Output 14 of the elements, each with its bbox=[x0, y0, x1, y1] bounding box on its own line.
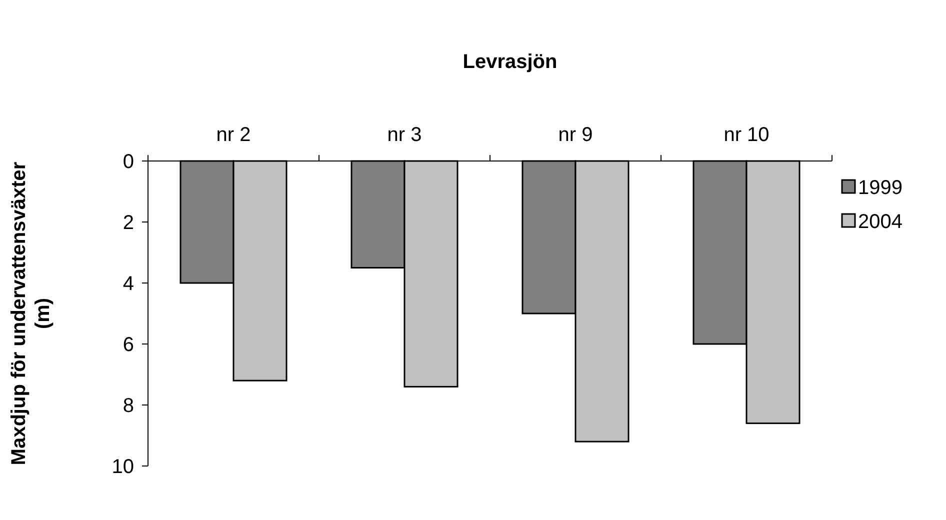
chart-title: Levrasjön bbox=[462, 51, 558, 73]
y-tick-label: 0 bbox=[122, 151, 134, 173]
y-tick-label: 2 bbox=[122, 212, 134, 234]
x-tick-label: nr 2 bbox=[216, 124, 251, 146]
x-tick-label: nr 3 bbox=[387, 124, 422, 146]
y-tick-label: 4 bbox=[122, 273, 134, 295]
y-tick-label: 10 bbox=[112, 456, 134, 478]
y-tick-label: 6 bbox=[122, 334, 134, 356]
legend-label: 1999 bbox=[858, 177, 902, 199]
y-tick-label: 8 bbox=[122, 395, 134, 417]
y-axis-title: Maxdjup för undervattensväxter (m) bbox=[8, 162, 54, 466]
legend-label: 2004 bbox=[858, 211, 902, 233]
x-tick-label: nr 9 bbox=[558, 124, 593, 146]
x-tick-label: nr 10 bbox=[724, 124, 770, 146]
